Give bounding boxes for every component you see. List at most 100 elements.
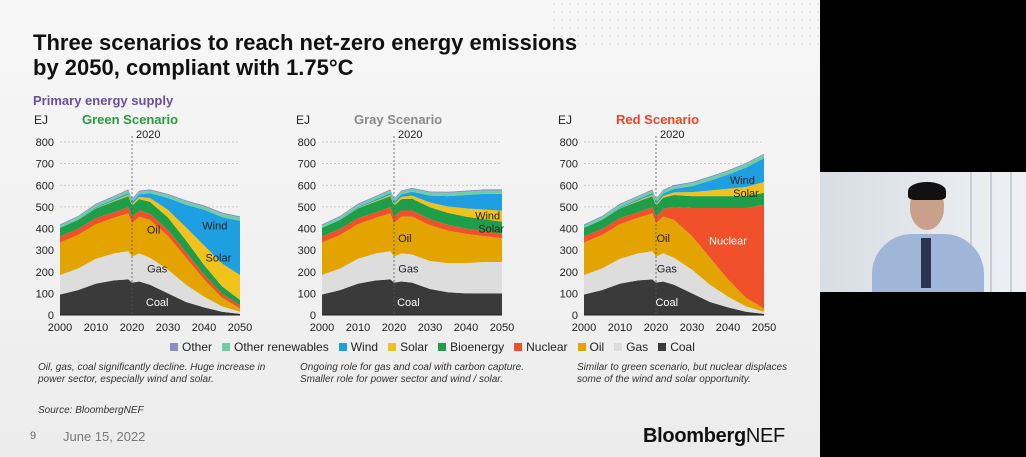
chart-panel-gray: EJ Gray Scenario 0 100 200 300 400 500 600 700 800… (282, 110, 532, 360)
area-series-oil (322, 213, 502, 275)
legend-label: Wind (350, 340, 379, 354)
legend-item-solar: Solar (388, 340, 428, 354)
y-tick-label: 600 (298, 180, 316, 192)
x-tick-label: 2010 (346, 322, 370, 334)
chart-legend: Other Other renewables Wind Solar Bioenergy N… (170, 340, 695, 354)
series-label-wind: Wind (202, 220, 227, 232)
area-series-oil (584, 213, 764, 312)
note-gray: Ongoing role for gas and coal with carbo… (300, 362, 525, 385)
area-series-gas (60, 251, 240, 314)
presentation-slide: Three scenarios to reach net-zero energy… (0, 0, 820, 457)
y-tick-label: 200 (298, 267, 316, 279)
legend-item-oil: Oil (577, 340, 605, 354)
x-tick-label: 2050 (752, 322, 776, 334)
x-tick-label: 2010 (608, 322, 632, 334)
legend-label: Coal (670, 340, 695, 354)
y-tick-label: 300 (560, 245, 578, 257)
legend-label: Bioenergy (450, 340, 505, 354)
legend-item-nuclear: Nuclear (514, 340, 568, 354)
y-tick-label: 100 (298, 288, 316, 300)
decorative-dot-pattern (550, 0, 820, 50)
series-label-gas: Gas (657, 264, 678, 276)
y-tick-label: 500 (298, 202, 316, 214)
area-series-nuclear (322, 207, 502, 243)
area-series-coal (322, 279, 502, 315)
area-series-wind (60, 193, 240, 275)
series-label-solar: Solar (733, 188, 759, 200)
year-marker-label: 2020 (660, 129, 684, 141)
area-series-nuclear (584, 204, 764, 309)
presenter-hair (908, 182, 946, 200)
area-series-bioenergy (322, 196, 502, 237)
legend-swatch (170, 343, 178, 351)
series-label-solar: Solar (206, 253, 232, 265)
y-tick-label: 400 (560, 224, 578, 236)
legend-swatch (222, 343, 231, 351)
x-tick-label: 2040 (192, 322, 216, 334)
legend-item-coal: Coal (658, 340, 695, 354)
area-series-gas (322, 251, 502, 295)
legend-swatch (514, 343, 523, 351)
chart-panel-green: EJ Green Scenario 0 100 200 300 400 500 600 700 80… (20, 110, 270, 360)
y-tick-label: 100 (36, 288, 54, 300)
y-tick-label: 0 (310, 310, 316, 322)
legend-label: Solar (400, 340, 429, 354)
presenter-video-feed (820, 172, 1026, 292)
legend-swatch (438, 343, 447, 351)
series-label-wind: Wind (730, 175, 755, 187)
area-series-other-renewables (322, 188, 502, 228)
y-tick-label: 200 (560, 267, 578, 279)
series-label-gas: Gas (398, 264, 419, 276)
legend-item-wind: Wind (338, 340, 379, 354)
y-tick-label: 100 (560, 288, 578, 300)
y-tick-label: 300 (298, 245, 316, 257)
x-tick-label: 2000 (48, 322, 72, 334)
y-tick-label: 500 (36, 202, 54, 214)
chart-title: Green Scenario (82, 112, 178, 127)
legend-item-gas: Gas (614, 340, 648, 354)
x-tick-label: 2050 (490, 322, 514, 334)
x-tick-label: 2000 (310, 322, 334, 334)
source-citation: Source: BloombergNEF (38, 405, 144, 416)
y-tick-label: 400 (298, 224, 316, 236)
x-tick-label: 2020 (382, 322, 406, 334)
series-label-oil: Oil (656, 233, 669, 245)
presenter-tie (921, 238, 931, 288)
year-marker-label: 2020 (136, 129, 160, 141)
area-series-solar (584, 182, 764, 228)
x-tick-label: 2030 (418, 322, 442, 334)
area-series-coal (584, 279, 764, 315)
legend-label: Other renewables (234, 340, 329, 354)
legend-label: Oil (589, 340, 605, 354)
y-tick-label: 0 (572, 310, 578, 322)
x-tick-label: 2030 (156, 322, 180, 334)
legend-swatch (338, 343, 347, 351)
series-label-solar: Solar (478, 224, 504, 236)
area-series-bioenergy (584, 192, 764, 237)
gray-scenario-chart: EJ Gray Scenario 0 100 200 300 400 500 600 700 800… (296, 112, 514, 334)
x-tick-label: 2030 (680, 322, 704, 334)
y-tick-label: 600 (560, 180, 578, 192)
slide-subtitle: Primary energy supply (33, 93, 174, 108)
axis-unit-label: EJ (296, 113, 310, 127)
legend-swatch (658, 343, 667, 351)
legend-label: Gas (626, 340, 649, 354)
y-tick-label: 700 (36, 159, 54, 171)
area-series-coal (60, 279, 240, 315)
series-label-oil: Oil (147, 225, 160, 237)
area-series-gas (584, 251, 764, 314)
legend-item-other: Other (170, 340, 212, 354)
page-number: 9 (30, 430, 37, 442)
brand-logo: BloombergNEF (643, 425, 785, 447)
series-label-coal: Coal (655, 297, 678, 309)
series-label-oil: Oil (398, 233, 411, 245)
slide-date: June 15, 2022 (63, 429, 146, 444)
legend-item-bioenergy: Bioenergy (438, 340, 504, 354)
note-red: Similar to green scenario, but nuclear d… (577, 362, 788, 385)
axis-unit-label: EJ (558, 113, 572, 127)
y-tick-label: 400 (36, 224, 54, 236)
year-marker-label: 2020 (398, 129, 422, 141)
legend-item-other-renewables: Other renewables (222, 340, 329, 354)
chart-title: Gray Scenario (354, 112, 442, 127)
y-tick-label: 800 (298, 137, 316, 149)
